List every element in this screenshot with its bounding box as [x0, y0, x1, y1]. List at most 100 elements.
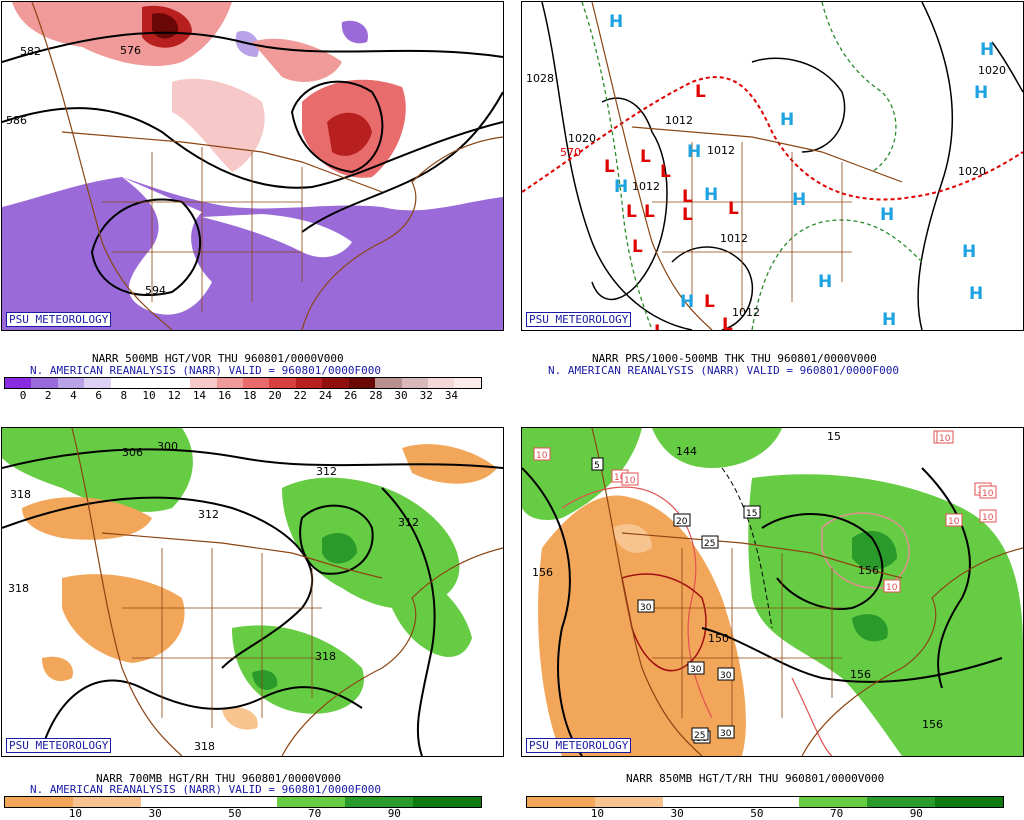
temperature-box-label: 10 [982, 489, 994, 499]
height-label: 318 [8, 582, 29, 595]
isobar [541, 2, 693, 330]
colorbar-swatch [322, 378, 349, 388]
height-label: 312 [398, 516, 419, 529]
height-label: 156 [922, 718, 943, 731]
colorbar-tick-label: 28 [369, 389, 383, 402]
vort-low-area-3 [202, 214, 352, 258]
colorbar-tick-label: 26 [344, 389, 358, 402]
temperature-box [691, 727, 709, 741]
high-pressure-mark: H [969, 284, 983, 304]
colorbar-swatch [731, 797, 799, 807]
isobar-label: 1020 [568, 132, 596, 145]
rh700-colorbar-ticks: 10 30 50 70 90 [4, 807, 480, 820]
colorbar-swatch [141, 797, 209, 807]
high-pressure-mark: H [792, 190, 806, 210]
temperature-box [945, 513, 963, 527]
height-contour [721, 467, 773, 629]
temperature-box-label: 30 [720, 729, 732, 739]
colorbar-tick-label: 12 [167, 389, 181, 402]
psu-badge: PSU METEOROLOGY [526, 312, 632, 327]
temperature-box [701, 535, 719, 549]
vort-low-area [2, 177, 503, 330]
temperature-box-label: 10 [886, 583, 898, 593]
temperature-box [533, 447, 551, 461]
panel-caption-title: NARR 700MB HGT/RH THU 960801/0000V000 [96, 772, 342, 785]
height-label: 156 [532, 566, 553, 579]
country-border [61, 131, 383, 193]
low-pressure-mark: L [640, 147, 651, 167]
coastline [71, 428, 183, 756]
high-pressure-mark: H [687, 142, 701, 162]
thickness-label: 570 [560, 146, 581, 159]
coastline [281, 547, 503, 756]
pressure-map: L L L L L L L L L L L L L H H H H H H H … [522, 2, 1023, 330]
colorbar-tick-label: 20 [268, 389, 282, 402]
isobar-label: 1012 [632, 180, 660, 193]
colorbar-tick-label: 14 [192, 389, 207, 402]
colorbar-tick-label: 10 [68, 807, 83, 820]
dry-area [222, 706, 258, 730]
panel-caption-valid: N. AMERICAN REANALYSIS (NARR) VALID = 96… [30, 783, 381, 796]
high-pressure-mark: H [609, 12, 623, 32]
coastline [591, 2, 713, 330]
state-lines [102, 147, 303, 312]
moist-core [252, 670, 278, 690]
colorbar-swatch [84, 378, 111, 388]
colorbar-swatch [663, 797, 731, 807]
temperature-box-label: 10 [982, 513, 994, 523]
colorbar-swatch [527, 797, 595, 807]
isobar-label: 1020 [978, 64, 1006, 77]
colorbar-swatch [31, 378, 58, 388]
temperature-box-labels: 101010101052025303030303025151010101010 [533, 430, 997, 744]
country-border [631, 126, 903, 183]
height-label: 15 [827, 430, 841, 443]
low-pressure-mark: L [626, 202, 637, 222]
isobar-label: 1012 [732, 306, 760, 319]
vort-high-core-ne [327, 112, 372, 156]
temperature-box [673, 513, 691, 527]
colorbar-swatch [209, 797, 277, 807]
temperature-box [687, 661, 705, 675]
height-contour [290, 80, 384, 174]
colorbar-swatch [867, 797, 935, 807]
height-contour [90, 198, 201, 297]
isobar-label: 1012 [665, 114, 693, 127]
state-lines [642, 548, 842, 728]
colorbar-swatch [595, 797, 663, 807]
dry-area [22, 497, 152, 540]
colorbar-swatch [110, 378, 138, 388]
dry-area [538, 495, 746, 756]
rh700-colorbar [4, 796, 482, 808]
temperature-box [717, 725, 735, 739]
low-pressure-mark: L [632, 237, 643, 257]
height-label: 150 [708, 632, 729, 645]
colorbar-swatch [375, 378, 402, 388]
colorbar-tick-label: 24 [318, 389, 333, 402]
low-pressure-mark: L [682, 187, 693, 207]
height-label: 306 [122, 446, 143, 459]
colorbar-swatch [137, 378, 164, 388]
high-pressure-mark: H [880, 205, 894, 225]
isobar-label: 1012 [720, 232, 748, 245]
low-pressure-mark: L [660, 162, 671, 182]
height-label: 312 [198, 508, 219, 521]
high-pressure-mark: H [614, 177, 628, 197]
temperature-box-label: 20 [676, 517, 688, 527]
high-pressure-mark: H [962, 242, 976, 262]
height-contour [2, 448, 503, 469]
colorbar-tick-label: 30 [394, 389, 408, 402]
colorbar-swatch [799, 797, 867, 807]
moist-area [382, 558, 472, 657]
colorbar-tick-label: 2 [44, 389, 52, 402]
panel-caption-valid: N. AMERICAN REANALYSIS (NARR) VALID = 96… [30, 364, 381, 377]
colorbar-tick-label: 10 [590, 807, 605, 820]
colorbar-tick-label: 22 [293, 389, 307, 402]
dry-area [42, 656, 73, 682]
low-pressure-mark: L [695, 82, 706, 102]
isobar-label: 1028 [526, 72, 554, 85]
colorbar-swatch [5, 797, 73, 807]
panel-500mb-vorticity: 582 576 586 594 PSU METEOROLOGY [1, 1, 504, 331]
colorbar-tick-label: 10 [142, 389, 156, 402]
height-label: 576 [120, 44, 141, 57]
colorbar-tick-label: 70 [829, 807, 844, 820]
